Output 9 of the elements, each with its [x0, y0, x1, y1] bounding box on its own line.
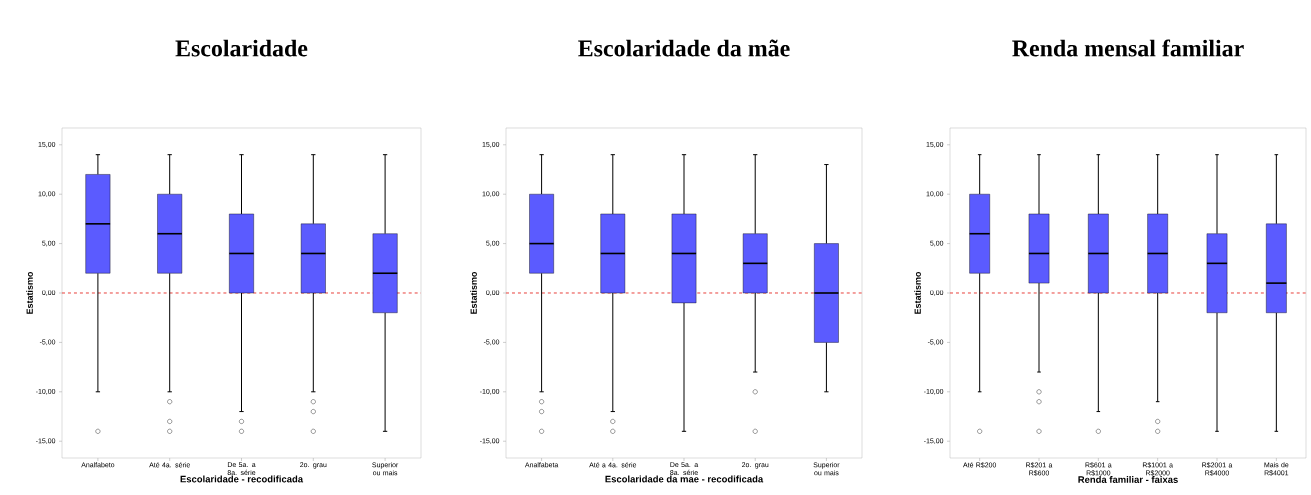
x-axis-title: Escolaridade da mae - recodificada — [605, 475, 764, 483]
x-axis-title: Escolaridade - recodificada — [180, 475, 304, 483]
y-axis-title: Estatismo — [470, 271, 477, 314]
y-axis-title: Estatismo — [914, 271, 921, 314]
chart-title: Renda mensal familiar — [1012, 39, 1244, 57]
y-axis-title: Estatismo — [26, 271, 33, 314]
chart-title: Escolaridade da mãe — [578, 39, 790, 57]
x-axis-title: Renda familiar - faixas — [1078, 476, 1178, 483]
chart-title: Escolaridade — [175, 39, 308, 57]
